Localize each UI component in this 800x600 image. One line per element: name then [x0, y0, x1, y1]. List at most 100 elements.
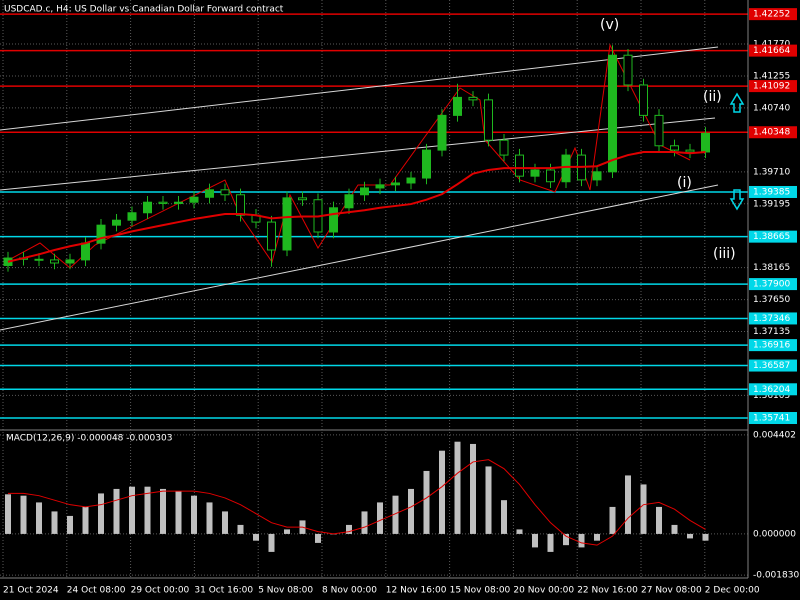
y-tick-label: 1.37650: [753, 295, 790, 305]
candle-body: [484, 99, 493, 141]
macd-signal-line: [8, 459, 706, 546]
x-tick-label: 8 Nov 00:00: [322, 586, 377, 596]
wave-label: (v): [600, 17, 619, 33]
candle-body: [344, 194, 354, 209]
macd-histogram-bar: [284, 529, 290, 534]
candle-body: [375, 184, 385, 189]
macd-histogram-bar: [36, 502, 42, 534]
candle-body: [236, 194, 245, 216]
arrow-down: [729, 189, 745, 211]
y-tick-label: 1.38165: [753, 263, 790, 273]
level-label-box: [749, 278, 797, 291]
candle-body: [298, 197, 307, 201]
candle-body: [499, 139, 509, 156]
channel-lower: [0, 184, 719, 331]
macd-histogram-bar: [315, 533, 321, 543]
macd-histogram-bar: [516, 529, 523, 534]
candle-body: [158, 201, 168, 204]
candle-body: [468, 96, 478, 101]
channel-upper: [0, 46, 719, 131]
level-label: 1.39385: [753, 187, 790, 197]
macd-histogram-bar: [547, 533, 554, 552]
macd-histogram-bar: [640, 484, 647, 534]
macd-histogram-bar: [160, 488, 166, 534]
macd-histogram-bar: [20, 495, 27, 534]
macd-histogram-bar: [268, 533, 275, 552]
candle-body: [174, 201, 183, 204]
macd-histogram-bar: [129, 486, 135, 534]
candle-body: [406, 177, 416, 184]
macd-histogram-bar: [501, 500, 507, 534]
candle-body: [685, 149, 695, 153]
candle-body: [515, 154, 524, 177]
candle-body: [422, 149, 431, 179]
y-tick-label: 1.41770: [753, 40, 790, 50]
candle-body: [205, 189, 214, 198]
macd-histogram-bar: [671, 524, 678, 534]
y-tick-label: 1.40740: [753, 103, 790, 113]
x-tick-label: 5 Nov 08:00: [258, 586, 313, 596]
level-label-box: [749, 230, 797, 243]
level-label-box: [749, 185, 797, 198]
levels: [0, 13, 748, 419]
x-tick-label: 27 Nov 08:00: [641, 586, 702, 596]
candle-body: [282, 197, 292, 251]
y-tick-label: 1.37135: [753, 327, 790, 337]
level-label: 1.36587: [753, 361, 790, 371]
y-tick-label: 1.39710: [753, 167, 790, 177]
candle-body: [220, 189, 230, 196]
candle-body: [143, 201, 152, 214]
candle-body: [81, 242, 90, 261]
plot: [3, 45, 710, 552]
macd-histogram-bar: [687, 533, 693, 539]
macd-histogram-bar: [191, 495, 197, 534]
level-label-box: [749, 339, 797, 352]
level-label: 1.37900: [753, 280, 790, 290]
wave-label: (i): [677, 175, 692, 191]
level-label: 1.38665: [753, 232, 790, 242]
macd-histogram-bar: [609, 506, 616, 534]
level-label-box: [749, 80, 797, 93]
macd-histogram-bar: [175, 491, 182, 534]
moving-average: [7, 150, 706, 263]
macd-histogram-bar: [408, 488, 414, 534]
macd-histogram-bar: [222, 511, 228, 534]
macd-histogram-bar: [361, 511, 368, 534]
candle-body: [360, 187, 369, 196]
x-tick-label: 31 Oct 16:00: [194, 586, 253, 596]
wave-label: (ii): [703, 89, 722, 105]
x-tick-label: 24 Oct 08:00: [67, 586, 126, 596]
macd-histogram-bar: [485, 466, 492, 534]
level-label-box: [749, 126, 797, 139]
x-tick-label: 12 Nov 16:00: [386, 586, 447, 596]
candle-body: [391, 182, 400, 186]
level-label-box: [749, 383, 797, 396]
chart-title: USDCAD.c, H4: US Dollar vs Canadian Doll…: [4, 5, 284, 15]
macd-histogram-bar: [578, 533, 585, 548]
macd-histogram-bar: [656, 506, 662, 534]
level-label: 1.37346: [753, 314, 790, 324]
level-label: 1.41092: [753, 82, 790, 92]
candle-body: [561, 154, 571, 183]
macd-tick-label: 0.000000: [753, 529, 796, 539]
level-label: 1.40348: [753, 128, 790, 138]
candle-body: [546, 169, 555, 183]
arrow-up: [729, 92, 745, 113]
macd-histogram-bar: [98, 493, 104, 534]
candle-body: [639, 84, 648, 116]
macd-histogram-bar: [5, 494, 11, 534]
level-label: 1.36204: [753, 385, 790, 395]
candle-body: [670, 145, 679, 151]
x-tick-label: 21 Oct 2024: [3, 586, 59, 596]
macd-label: MACD(12,26,9) -0.000048 -0.000303: [6, 434, 172, 444]
macd-histogram-bar: [594, 533, 600, 541]
y-tick-label: 1.36105: [753, 391, 790, 401]
macd-histogram-bar: [532, 533, 538, 548]
macd-histogram-bar: [377, 502, 383, 534]
macd-tick-label: 0.004402: [753, 430, 796, 440]
candle-body: [701, 132, 710, 153]
macd-histogram-bar: [702, 533, 709, 541]
candle-body: [608, 54, 617, 173]
macd-histogram-bar: [392, 495, 399, 534]
